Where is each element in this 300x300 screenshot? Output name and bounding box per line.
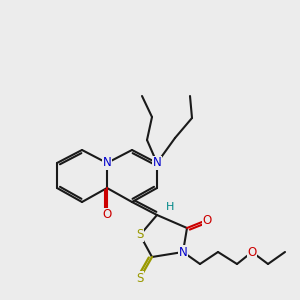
Text: O: O — [202, 214, 211, 226]
Text: S: S — [136, 272, 144, 284]
Text: O: O — [102, 208, 112, 221]
Text: N: N — [178, 245, 188, 259]
Text: H: H — [166, 202, 174, 212]
Text: S: S — [136, 229, 144, 242]
Text: N: N — [153, 157, 161, 169]
Text: O: O — [248, 245, 256, 259]
Text: N: N — [103, 157, 111, 169]
